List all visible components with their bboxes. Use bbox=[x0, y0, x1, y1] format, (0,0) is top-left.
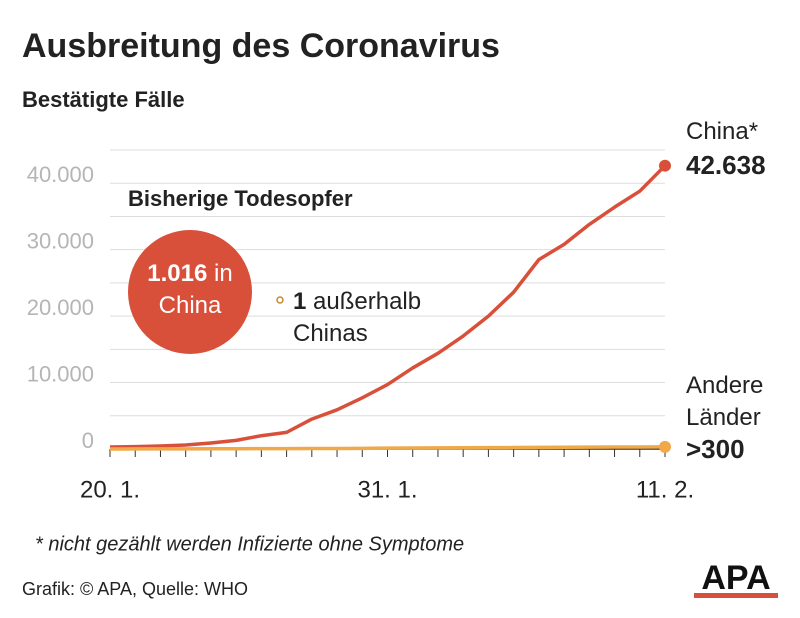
deaths-china-number: 1.016 bbox=[147, 260, 208, 287]
footnote: * nicht gezählt werden Infizierte ohne S… bbox=[35, 533, 464, 555]
deaths-outside: 1 außerhalb Chinas bbox=[293, 286, 463, 350]
end-point bbox=[659, 159, 671, 172]
line-series bbox=[109, 164, 667, 449]
logo-text: APA bbox=[701, 559, 770, 597]
deaths-circle bbox=[128, 230, 252, 354]
deaths-heading: Bisherige Todesopfer bbox=[128, 186, 353, 211]
y-tick-label: 20.000 bbox=[27, 295, 94, 320]
line-series bbox=[109, 445, 666, 451]
x-tick-label: 11. 2. bbox=[636, 476, 694, 503]
chart-title: Ausbreitung des Coronavirus bbox=[22, 27, 500, 65]
deaths-outside-text: außerhalb Chinas bbox=[293, 288, 422, 347]
y-tick-label: 40.000 bbox=[27, 162, 94, 187]
value-label: 42.638 bbox=[686, 150, 766, 180]
x-tick-label: 31. 1. bbox=[357, 476, 417, 503]
deaths-outside-number: 1 bbox=[293, 288, 307, 315]
value-label: >300 bbox=[686, 434, 745, 464]
legend-china: China* bbox=[686, 118, 759, 145]
logo: APA bbox=[694, 559, 778, 598]
y-tick-label: 0 bbox=[82, 428, 94, 453]
deaths-china: 1.016 in China bbox=[128, 258, 252, 322]
end-point bbox=[659, 440, 671, 453]
chart-subtitle: Bestätigte Fälle bbox=[22, 87, 185, 112]
x-tick-label: 20. 1. bbox=[80, 476, 140, 503]
deaths-dot bbox=[276, 296, 284, 304]
logo-bar bbox=[694, 593, 778, 598]
deaths-china-text: in China bbox=[158, 260, 233, 319]
legend-others: Andere Länder bbox=[686, 372, 764, 431]
y-tick-label: 30.000 bbox=[27, 228, 94, 253]
y-tick-label: 10.000 bbox=[27, 361, 94, 386]
source: Grafik: © APA, Quelle: WHO bbox=[22, 579, 248, 599]
